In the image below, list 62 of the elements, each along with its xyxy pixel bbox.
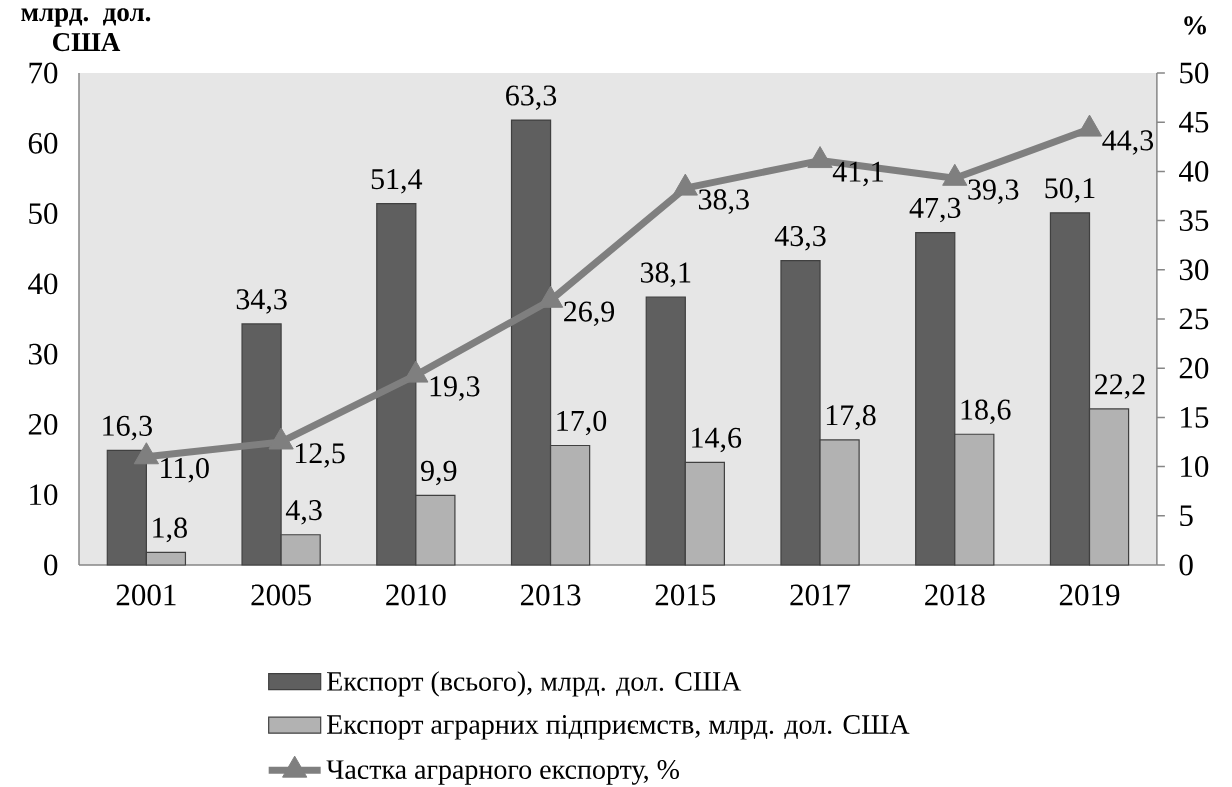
data-label: 39,3 (968, 179, 1019, 204)
data-label: 22,2 (1095, 374, 1145, 399)
legend-label: Частка аграрного експорту, % (326, 760, 679, 785)
data-label: 17,8 (826, 405, 876, 430)
data-label: 50,1 (1045, 178, 1095, 203)
y2-axis-title: % (1184, 16, 1206, 35)
data-label: 63,3 (506, 85, 557, 110)
data-label: 12,5 (295, 443, 345, 468)
data-label: 38,3 (698, 189, 749, 214)
y2-tick-label: 15 (1181, 407, 1209, 428)
data-label: 44,3 (1102, 130, 1154, 155)
data-label: 11,0 (161, 457, 209, 483)
data-label: 9,9 (421, 460, 457, 486)
data-label: 43,3 (774, 225, 826, 251)
data-label: 4,3 (285, 500, 322, 525)
y-tick-label: 30 (28, 343, 58, 365)
x-tick-label: 2005 (251, 584, 311, 606)
y-tick-label: 60 (28, 132, 58, 154)
y2-tick-label: 45 (1179, 111, 1209, 133)
y-tick-label: 50 (29, 203, 58, 225)
y2-tick-label: 20 (1179, 357, 1209, 379)
point (268, 427, 294, 450)
y-tick-label: 0 (44, 554, 58, 576)
y-tick-label: 10 (30, 484, 58, 506)
data-label: 38,1 (640, 262, 691, 287)
y2-tick-label: 5 (1180, 505, 1193, 527)
y2-tick-label: 35 (1179, 210, 1209, 231)
data-label: 16,3 (103, 415, 152, 441)
y-tick-label: 70 (29, 62, 58, 84)
point (807, 146, 833, 169)
x-tick-label: 2001 (116, 584, 176, 606)
data-label: 18,6 (961, 399, 1011, 425)
y2-tick-label: 40 (1179, 160, 1209, 182)
x-tick-label: 2017 (790, 584, 851, 606)
data-label: 14,6 (692, 427, 742, 453)
y2-tick-label: 50 (1180, 62, 1209, 84)
data-label: 47,3 (909, 197, 961, 223)
legend-label: Експорт (всього), млрд. дол. США (326, 671, 742, 697)
data-label: 17,0 (557, 410, 607, 436)
point (1076, 114, 1103, 137)
data-label: 34,3 (236, 289, 287, 314)
y-axis-title: млрд. дол. США (21, 8, 151, 52)
x-tick-label: 2019 (1059, 584, 1120, 606)
data-label: 19,3 (430, 376, 480, 401)
data-label: 41,1 (832, 161, 883, 187)
y-tick-label: 20 (28, 413, 58, 435)
point (942, 163, 968, 186)
data-label: 26,9 (564, 301, 615, 326)
x-tick-label: 2018 (925, 584, 985, 606)
point (133, 442, 159, 465)
y2-tick-label: 25 (1179, 308, 1209, 330)
x-tick-label: 2013 (520, 584, 581, 606)
legend-label: Експорт аграрних підприємств, млрд. дол. США (326, 715, 910, 740)
data-label: 51,4 (371, 169, 423, 194)
x-tick-label: 2010 (386, 584, 446, 606)
y2-tick-label: 0 (1179, 554, 1193, 576)
y2-tick-label: 30 (1179, 259, 1209, 281)
y2-tick-label: 10 (1181, 456, 1209, 478)
x-tick-label: 2015 (655, 584, 716, 606)
y-tick-label: 40 (28, 273, 58, 295)
data-label: 1,8 (153, 517, 187, 543)
point (672, 173, 698, 196)
